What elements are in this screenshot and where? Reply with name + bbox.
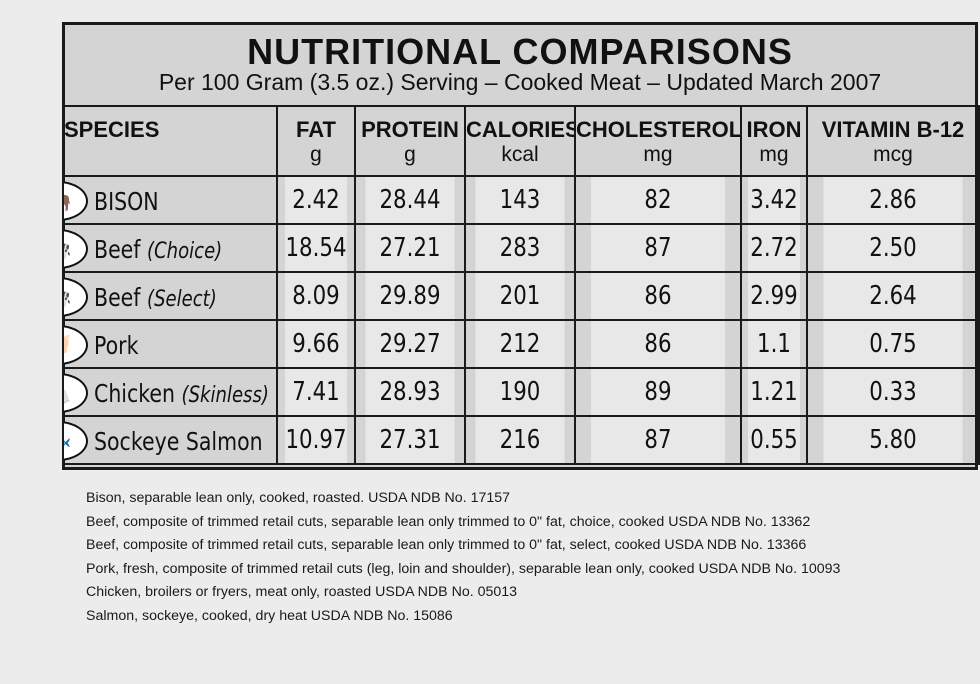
value-cell-cholesterol: 82 — [589, 175, 727, 225]
species-label: Chicken (Skinless) — [94, 379, 269, 408]
value-cell-iron: 2.72 — [746, 223, 802, 273]
nutrition-table-panel: NUTRITIONAL COMPARISONS Per 100 Gram (3.… — [62, 22, 980, 470]
value-cell-fat: 7.41 — [283, 367, 349, 417]
value-cell-b12: 2.50 — [821, 223, 965, 273]
species-note: (Skinless) — [181, 383, 269, 408]
species-note: (Choice) — [147, 239, 223, 264]
species-label: Beef (Choice) — [94, 235, 222, 264]
table-row: 🐔Chicken (Skinless)7.4128.93190891.210.3… — [62, 367, 979, 417]
column-header-iron: IRON mg — [740, 105, 808, 177]
value-cell-iron: 2.99 — [746, 271, 802, 321]
value-cell-protein: 28.93 — [364, 367, 456, 417]
source-references: Bison, separable lean only, cooked, roas… — [86, 487, 976, 628]
species-label: Pork — [94, 331, 138, 360]
value-cell-iron: 0.55 — [746, 415, 802, 465]
species-cell: 🐄Beef (Select) — [62, 271, 278, 321]
value-cell-protein: 28.44 — [364, 175, 456, 225]
value-cell-calories: 216 — [474, 415, 566, 465]
value-cell-cholesterol: 86 — [589, 271, 727, 321]
nutrition-table: SPECIES FAT g PROTEIN g CALORIES kcal CH… — [62, 105, 980, 465]
value-cell-fat: 8.09 — [283, 271, 349, 321]
reference-line: Chicken, broilers or fryers, meat only, … — [86, 584, 518, 600]
reference-line: Beef, composite of trimmed retail cuts, … — [86, 537, 807, 553]
value-cell-calories: 212 — [474, 319, 566, 369]
value-cell-fat: 10.97 — [283, 415, 349, 465]
species-label: Sockeye Salmon — [94, 427, 263, 456]
species-cell: 🐖Pork — [62, 319, 278, 369]
species-name: Pork — [94, 331, 139, 360]
table-header-row: SPECIES FAT g PROTEIN g CALORIES kcal CH… — [62, 105, 980, 177]
value-cell-calories: 283 — [474, 223, 566, 273]
page-title: NUTRITIONAL COMPARISONS — [247, 31, 793, 72]
value-cell-cholesterol: 89 — [589, 367, 727, 417]
column-header-species: SPECIES — [62, 105, 278, 177]
species-name: Beef — [94, 235, 141, 264]
species-name: Sockeye Salmon — [94, 427, 263, 456]
value-cell-b12: 2.64 — [821, 271, 965, 321]
species-name: Beef — [94, 283, 141, 312]
cow-icon: 🐄 — [65, 277, 88, 317]
value-cell-calories: 143 — [474, 175, 566, 225]
page-subtitle: Per 100 Gram (3.5 oz.) Serving – Cooked … — [158, 69, 882, 95]
reference-line: Beef, composite of trimmed retail cuts, … — [86, 513, 811, 530]
value-cell-fat: 18.54 — [283, 223, 349, 273]
species-cell: 🦬BISON — [62, 175, 278, 225]
pig-icon: 🐖 — [65, 325, 88, 365]
species-name: Chicken — [94, 379, 176, 408]
value-cell-b12: 5.80 — [821, 415, 965, 465]
value-cell-cholesterol: 87 — [589, 415, 727, 465]
cow-icon: 🐄 — [65, 229, 88, 269]
column-header-calories: CALORIES kcal — [464, 105, 576, 177]
value-cell-fat: 2.42 — [283, 175, 349, 225]
column-header-cholesterol: CHOLESTEROL mg — [574, 105, 742, 177]
value-cell-b12: 2.86 — [821, 175, 965, 225]
value-cell-iron: 1.21 — [746, 367, 802, 417]
column-header-vitamin-b12: VITAMIN B-12 mcg — [806, 105, 980, 177]
reference-line: Salmon, sockeye, cooked, dry heat USDA N… — [86, 607, 453, 624]
bison-icon: 🦬 — [65, 181, 88, 221]
column-header-protein: PROTEIN g — [354, 105, 466, 177]
value-cell-iron: 3.42 — [746, 175, 802, 225]
value-cell-fat: 9.66 — [283, 319, 349, 369]
reference-line: Pork, fresh, composite of trimmed retail… — [86, 560, 841, 577]
value-cell-iron: 1.1 — [746, 319, 802, 369]
value-cell-protein: 27.21 — [364, 223, 456, 273]
value-cell-protein: 27.31 — [364, 415, 456, 465]
fish-icon: 🐟 — [65, 421, 88, 461]
value-cell-cholesterol: 87 — [589, 223, 727, 273]
value-cell-calories: 201 — [474, 271, 566, 321]
species-cell: 🐔Chicken (Skinless) — [62, 367, 278, 417]
species-cell: 🐟Sockeye Salmon — [62, 415, 278, 465]
value-cell-b12: 0.75 — [821, 319, 965, 369]
value-cell-b12: 0.33 — [821, 367, 965, 417]
reference-line: Bison, separable lean only, cooked, roas… — [86, 490, 511, 506]
value-cell-protein: 29.27 — [364, 319, 456, 369]
species-note: (Select) — [147, 287, 217, 312]
value-cell-cholesterol: 86 — [589, 319, 727, 369]
chicken-icon: 🐔 — [65, 373, 88, 413]
species-label: Beef (Select) — [94, 283, 217, 312]
species-cell: 🐄Beef (Choice) — [62, 223, 278, 273]
species-name: BISON — [94, 187, 159, 216]
value-cell-protein: 29.89 — [364, 271, 456, 321]
value-cell-calories: 190 — [474, 367, 566, 417]
species-label: BISON — [94, 187, 159, 216]
column-header-fat: FAT g — [276, 105, 356, 177]
